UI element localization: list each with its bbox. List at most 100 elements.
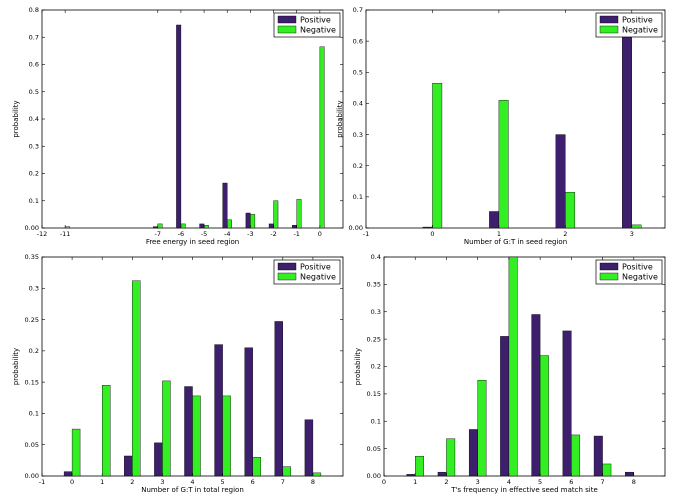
bar-positive-1 xyxy=(406,474,416,477)
bar-positive-3 xyxy=(154,442,163,477)
y-tick-label: 0.35 xyxy=(367,281,381,289)
bar-negative-6 xyxy=(571,434,581,477)
x-tick-label: -5 xyxy=(201,230,207,238)
bar-negative-4 xyxy=(192,395,201,477)
bar-negative--5 xyxy=(203,225,209,229)
y-tick-label: 0.05 xyxy=(367,445,381,453)
x-tick-label: -3 xyxy=(247,230,253,238)
bar-negative-7 xyxy=(602,463,612,477)
bar-negative-0 xyxy=(432,82,443,229)
x-tick-label: 2 xyxy=(563,230,567,238)
x-tick-label: -1 xyxy=(39,478,45,486)
x-tick-label: 4 xyxy=(190,478,194,486)
y-tick-label: 0.3 xyxy=(371,308,381,316)
legend-label-negative: Negative xyxy=(622,26,658,35)
x-tick-label: 0 xyxy=(70,478,74,486)
x-tick-label: 2 xyxy=(130,478,134,486)
y-tick-label: 0.2 xyxy=(29,347,39,355)
x-tick-label: 6 xyxy=(569,478,573,486)
bar-negative-3 xyxy=(477,379,487,477)
bar-negative--3 xyxy=(250,214,256,229)
chart-panel-gt-total: 0.00 0.05 0.1 0.15 0.2 0.25 0.3 0.35 -1 0 1 2 3 4 5 6 7 8… xyxy=(12,253,344,494)
bar-negative-2 xyxy=(565,191,576,229)
legend-label-positive: Positive xyxy=(622,16,653,25)
y-tick-label: 0.3 xyxy=(353,131,363,139)
x-tick-label: 7 xyxy=(281,478,285,486)
y-tick-label: 0.7 xyxy=(29,33,39,41)
bar-negative--2 xyxy=(273,200,279,229)
bar-positive-7 xyxy=(274,321,283,477)
y-tick-label: 0.00 xyxy=(25,472,39,480)
y-axis-label: probability xyxy=(12,100,20,137)
bar-negative-3 xyxy=(631,224,642,229)
legend-swatch-positive xyxy=(277,262,297,271)
bar-negative--4 xyxy=(227,219,232,229)
bar-positive-8 xyxy=(625,471,634,477)
x-tick-label: 7 xyxy=(600,478,604,486)
x-tick-label: 1 xyxy=(497,230,501,238)
bar-positive-2 xyxy=(124,455,133,477)
legend-swatch-positive xyxy=(599,15,619,24)
bar-negative--1 xyxy=(296,199,302,229)
bar-positive--1 xyxy=(291,225,297,229)
bar-positive-5 xyxy=(531,314,541,477)
y-tick-label: 0.35 xyxy=(25,253,39,261)
bar-positive-2 xyxy=(555,134,566,229)
y-tick-label: 0.15 xyxy=(367,390,381,398)
y-axis-label: probability xyxy=(354,348,362,385)
bar-negative--6 xyxy=(180,223,186,229)
y-tick-label: 0.4 xyxy=(371,253,381,261)
bar-positive-2 xyxy=(437,471,447,477)
x-tick-label: -2 xyxy=(270,230,276,238)
bar-positive-0 xyxy=(422,226,433,229)
bar-positive-7 xyxy=(593,435,603,477)
bar-negative-1 xyxy=(101,385,111,477)
legend-label-positive: Positive xyxy=(300,263,331,272)
bar-negative-8 xyxy=(312,472,322,477)
y-tick-label: 0.3 xyxy=(29,142,39,150)
y-tick-label: 0.2 xyxy=(353,162,363,170)
legend-swatch-negative xyxy=(599,25,619,34)
bar-negative-5 xyxy=(539,355,549,477)
y-tick-label: 0.3 xyxy=(29,284,39,292)
x-tick-label: -4 xyxy=(224,230,230,238)
legend-label-positive: Positive xyxy=(300,16,331,25)
bar-positive--7 xyxy=(153,226,158,229)
bar-negative-0 xyxy=(319,46,325,229)
y-tick-label: 0.1 xyxy=(353,193,363,201)
x-tick-label: 6 xyxy=(251,478,255,486)
x-tick-label: -7 xyxy=(155,230,161,238)
legend-swatch-negative xyxy=(277,272,297,281)
y-tick-label: 0.4 xyxy=(353,100,363,108)
x-tick-label: 0 xyxy=(382,478,386,486)
x-tick-label: 4 xyxy=(507,478,511,486)
bar-negative--7 xyxy=(157,223,163,229)
bar-positive--4 xyxy=(222,182,228,229)
legend-label-positive: Positive xyxy=(622,263,653,272)
y-tick-label: 0.2 xyxy=(371,363,381,371)
bar-positive-3 xyxy=(468,429,478,477)
plot-frame xyxy=(383,256,666,477)
y-tick-label: 0.00 xyxy=(367,472,381,480)
bar-positive-0 xyxy=(63,471,73,477)
x-axis-label: Number of G:T in total region xyxy=(141,486,244,494)
chart-panel-gt-seed: 0.00 0.1 0.2 0.3 0.4 0.5 0.6 0.7 -1 0 1 2 3 Number of… xyxy=(336,6,666,246)
y-tick-label: 0.1 xyxy=(371,417,381,425)
y-axis-label: probability xyxy=(336,100,344,137)
y-tick-label: 0.25 xyxy=(367,335,381,343)
bar-negative-2 xyxy=(446,438,456,477)
y-tick-label: 0.8 xyxy=(29,6,39,14)
bar-positive-3 xyxy=(622,26,632,229)
y-tick-label: 0.00 xyxy=(25,224,39,232)
bar-positive-5 xyxy=(214,344,223,477)
legend-label-negative: Negative xyxy=(622,273,658,282)
bar-positive--2 xyxy=(268,223,274,229)
y-tick-label: 0.6 xyxy=(353,37,363,45)
y-tick-label: 0.1 xyxy=(29,197,39,205)
x-tick-label: 2 xyxy=(444,478,448,486)
legend-swatch-negative xyxy=(277,25,297,34)
